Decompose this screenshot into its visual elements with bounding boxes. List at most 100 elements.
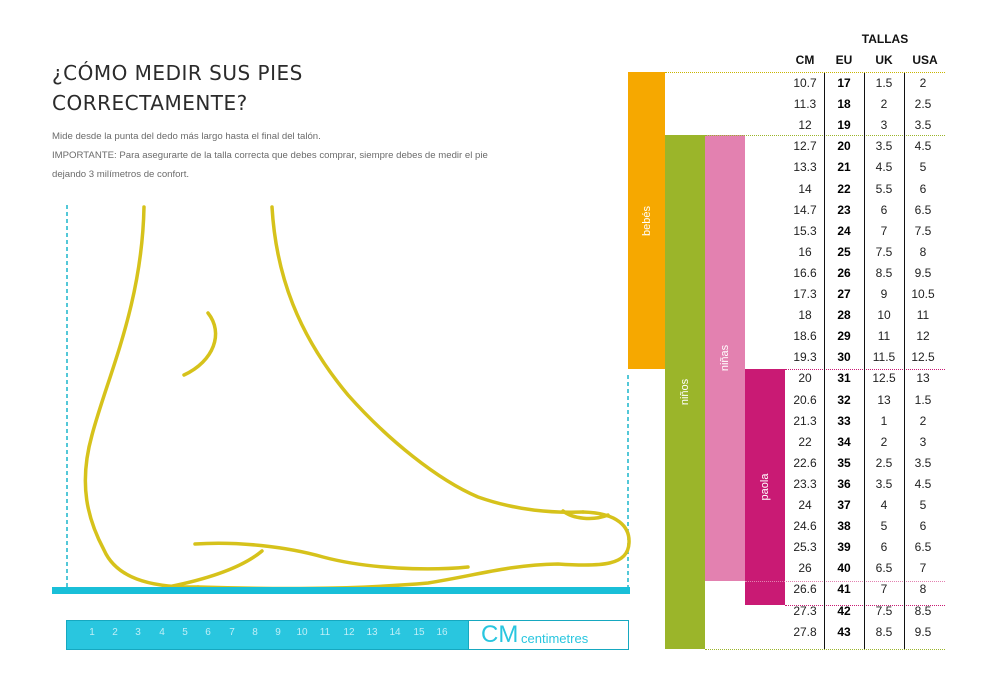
table-cell-uk: 8.5 <box>875 624 893 639</box>
category-label-ninas: niñas <box>719 344 731 372</box>
table-cell-eu: 43 <box>837 624 851 639</box>
ruler-number: 5 <box>182 627 188 638</box>
guide-line-paola-bottom <box>785 605 945 606</box>
table-row: 21.3 33 1 2 <box>787 411 945 432</box>
table-row: 22 34 2 3 <box>787 432 945 453</box>
table-row: 16 25 7.5 8 <box>787 242 945 263</box>
table-cell-eu: 37 <box>837 498 851 512</box>
table-cell-usa: 12 <box>916 329 930 344</box>
table-cell-uk: 10 <box>877 308 891 323</box>
ruler-number: 15 <box>413 627 425 638</box>
table-row: 14.7 23 6 6.5 <box>787 200 945 221</box>
table-cell-uk: 6 <box>880 540 888 555</box>
table-cell-usa: 7 <box>919 561 927 576</box>
table-row: 15.3 24 7 7.5 <box>787 221 945 242</box>
table-cell-eu: 31 <box>837 371 851 386</box>
ruler-number: 13 <box>366 627 378 638</box>
ruler-number: 9 <box>275 627 281 638</box>
ruler-unit-label: CM centimetres <box>468 621 628 649</box>
ruler-number: 8 <box>252 627 258 638</box>
table-cell-uk: 5 <box>880 519 888 534</box>
table-cell-cm: 26.6 <box>793 582 817 597</box>
table-row: 18.6 29 11 12 <box>787 326 945 347</box>
ruler-number: 14 <box>389 627 401 638</box>
table-cell-eu: 42 <box>837 603 851 618</box>
table-cell-usa: 11 <box>916 308 930 323</box>
table-cell-eu: 28 <box>837 308 851 323</box>
table-cell-uk: 11.5 <box>872 350 896 365</box>
table-cell-uk: 6 <box>880 202 888 217</box>
category-label-paola: paola <box>759 473 771 501</box>
table-cell-uk: 11 <box>877 329 891 344</box>
table-cell-usa: 3 <box>919 434 927 449</box>
table-cell-usa: 5 <box>919 498 927 512</box>
table-cell-uk: 13 <box>877 392 891 407</box>
table-row: 12 19 3 3.5 <box>787 115 945 136</box>
ankle-bone-curve <box>182 311 218 377</box>
table-row: 10.7 17 1.5 2 <box>787 73 945 94</box>
ankle-front-line <box>270 205 585 514</box>
table-cell-usa: 4.5 <box>914 139 932 154</box>
table-cell-usa: 1.5 <box>914 392 932 407</box>
table-cell-usa: 8 <box>919 582 927 597</box>
table-cell-uk: 6.5 <box>875 561 893 576</box>
table-row: 11.3 18 2 2.5 <box>787 94 945 115</box>
table-cell-cm: 17.3 <box>793 287 817 301</box>
table-cell-cm: 16.6 <box>793 265 817 280</box>
ruler-numbers: 1 2 3 4 5 6 7 8 9 10 11 12 13 14 15 16 <box>67 621 467 649</box>
toe-nail-line <box>561 509 610 521</box>
column-header-eu: EU <box>835 53 853 67</box>
table-cell-eu: 22 <box>837 181 851 196</box>
ruler-number: 6 <box>205 627 211 638</box>
ruler-number: 3 <box>135 627 141 638</box>
category-bar-ninos: niños <box>665 135 705 649</box>
important-text-1: IMPORTANTE: Para asegurarte de la talla … <box>52 150 488 161</box>
table-row: 23.3 36 3.5 4.5 <box>787 474 945 495</box>
ruler-number: 1 <box>89 627 95 638</box>
column-divider <box>864 73 865 649</box>
table-cell-usa: 13 <box>916 371 930 386</box>
table-cell-uk: 2 <box>880 434 888 449</box>
table-cell-cm: 20.6 <box>793 392 817 407</box>
table-cell-usa: 8.5 <box>914 603 932 618</box>
table-cell-cm: 26 <box>798 561 812 576</box>
table-cell-usa: 2.5 <box>914 97 932 112</box>
table-cell-eu: 40 <box>837 561 851 576</box>
ruler-number: 12 <box>343 627 355 638</box>
table-cell-eu: 23 <box>837 202 851 217</box>
arch-line <box>193 541 470 571</box>
table-cell-uk: 3 <box>880 118 888 133</box>
foot-illustration <box>66 205 631 591</box>
table-row: 13.3 21 4.5 5 <box>787 157 945 178</box>
unit-abbr: CM <box>481 621 519 648</box>
table-cell-cm: 21.3 <box>793 413 817 428</box>
ruler-number: 10 <box>296 627 308 638</box>
table-cell-cm: 23.3 <box>793 476 817 491</box>
table-cell-uk: 2 <box>880 97 888 112</box>
table-row: 20 31 12.5 13 <box>787 368 945 389</box>
table-cell-cm: 13.3 <box>793 160 817 175</box>
table-cell-eu: 41 <box>837 582 851 597</box>
guide-line-ninas-bottom <box>745 581 945 582</box>
table-cell-eu: 34 <box>837 434 851 449</box>
table-cell-eu: 21 <box>837 160 851 175</box>
table-cell-usa: 12.5 <box>911 350 935 365</box>
table-cell-uk: 3.5 <box>875 139 893 154</box>
table-cell-uk: 9 <box>880 287 888 301</box>
table-cell-usa: 7.5 <box>914 223 932 238</box>
table-cell-usa: 10.5 <box>911 287 935 301</box>
table-cell-cm: 12 <box>798 118 812 133</box>
column-header-cm: CM <box>795 53 815 67</box>
category-label-ninos: niños <box>679 378 691 406</box>
table-cell-eu: 39 <box>837 540 851 555</box>
table-cell-usa: 2 <box>919 413 927 428</box>
title-line-1: ¿CÓMO MEDIR SUS PIES <box>52 61 303 85</box>
table-row: 27.8 43 8.5 9.5 <box>787 622 945 643</box>
table-row: 14 22 5.5 6 <box>787 179 945 200</box>
table-row: 20.6 32 13 1.5 <box>787 390 945 411</box>
table-cell-usa: 2 <box>919 76 927 90</box>
table-cell-usa: 9.5 <box>914 265 932 280</box>
table-row: 19.3 30 11.5 12.5 <box>787 347 945 368</box>
table-cell-eu: 20 <box>837 139 851 154</box>
table-cell-eu: 17 <box>837 76 851 90</box>
